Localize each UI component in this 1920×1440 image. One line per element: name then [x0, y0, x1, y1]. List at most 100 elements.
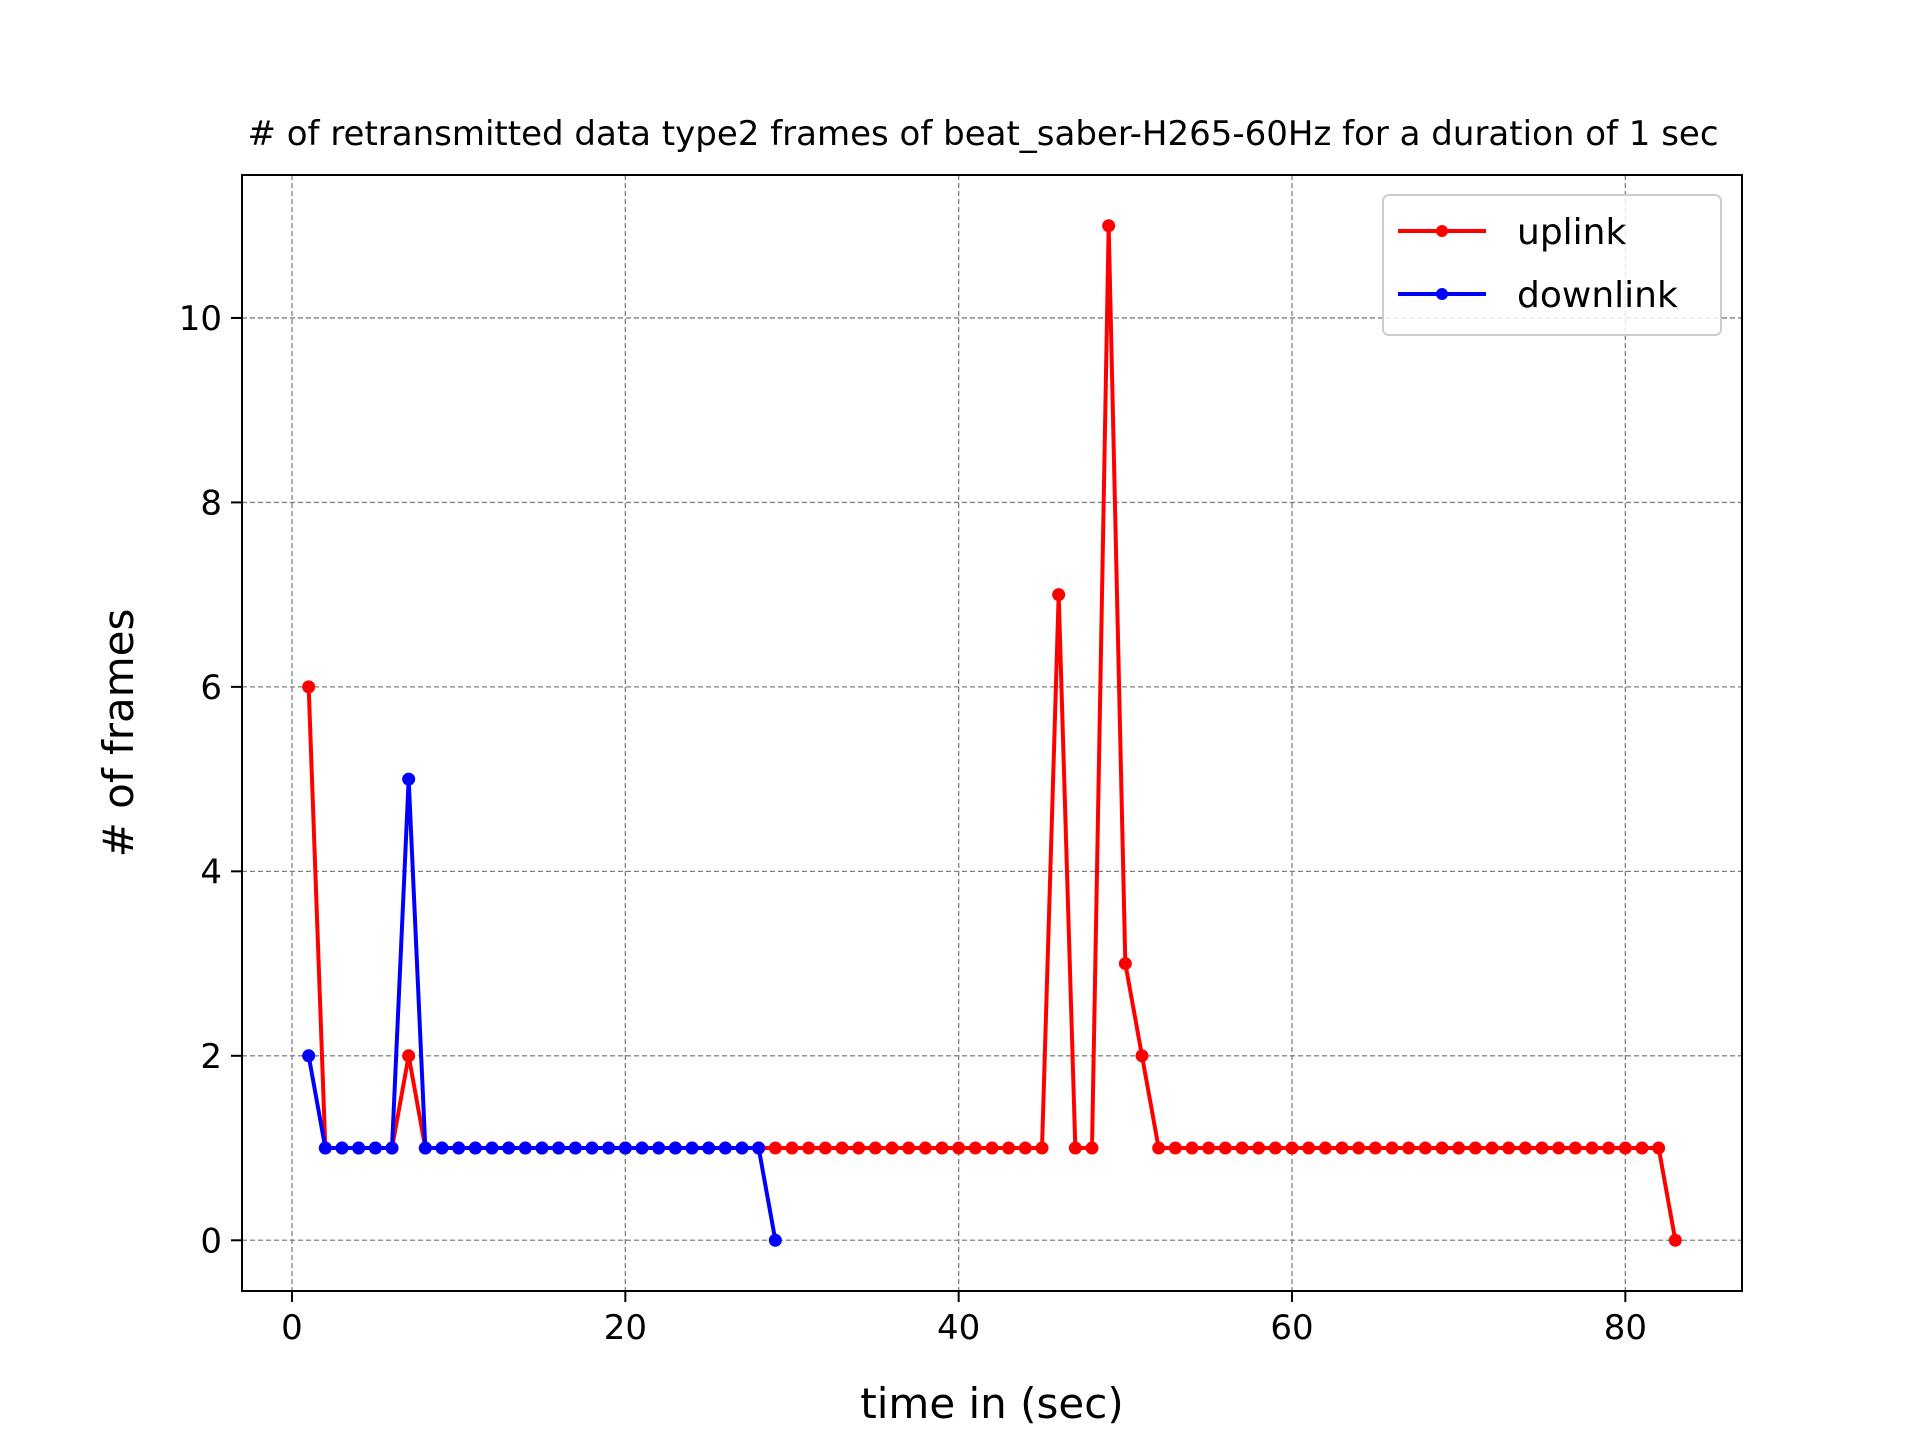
x-axis-ticks: 0 20 40 60 80: [281, 1291, 1647, 1348]
downlink-point: [602, 1141, 616, 1155]
uplink-point: [1468, 1141, 1482, 1155]
uplink-point: [1168, 1141, 1182, 1155]
uplink-point: [1318, 1141, 1332, 1155]
downlink-point: [352, 1141, 366, 1155]
uplink-point: [1102, 219, 1116, 233]
y-tick-label: 0: [200, 1221, 222, 1261]
downlink-point: [735, 1141, 749, 1155]
series-downlink: [302, 772, 782, 1247]
uplink-point: [1302, 1141, 1316, 1155]
uplink-point: [802, 1141, 816, 1155]
downlink-line: [306, 777, 778, 1241]
uplink-point: [1135, 1049, 1149, 1063]
downlink-point: [718, 1141, 732, 1155]
uplink-point: [1152, 1141, 1166, 1155]
plot-frame: [241, 174, 1743, 1292]
uplink-point: [1352, 1141, 1366, 1155]
y-tick-label: 8: [200, 483, 222, 523]
downlink-point: [635, 1141, 649, 1155]
downlink-point: [535, 1141, 549, 1155]
downlink-point: [335, 1141, 349, 1155]
downlink-point: [668, 1141, 682, 1155]
uplink-point: [1635, 1141, 1649, 1155]
uplink-point: [1285, 1141, 1299, 1155]
uplink-point: [1185, 1141, 1199, 1155]
uplink-point: [1085, 1141, 1099, 1155]
uplink-point: [1235, 1141, 1249, 1155]
y-tick-label: 10: [179, 299, 222, 339]
uplink-point: [1368, 1141, 1382, 1155]
downlink-point: [302, 1049, 316, 1063]
downlink-point: [368, 1141, 382, 1155]
y-tick-label: 6: [200, 668, 222, 708]
legend: uplink downlink: [1382, 194, 1722, 336]
downlink-point: [318, 1141, 332, 1155]
uplink-point: [1335, 1141, 1349, 1155]
downlink-point: [452, 1141, 466, 1155]
uplink-point: [1435, 1141, 1449, 1155]
uplink-point: [1585, 1141, 1599, 1155]
downlink-point: [485, 1141, 499, 1155]
uplink-point: [1568, 1141, 1582, 1155]
uplink-point: [1518, 1141, 1532, 1155]
uplink-point: [902, 1141, 916, 1155]
y-tick-label: 4: [200, 852, 222, 892]
downlink-point: [502, 1141, 516, 1155]
grid: [242, 175, 1742, 1291]
uplink-point: [1035, 1141, 1049, 1155]
uplink-point: [985, 1141, 999, 1155]
uplink-point: [402, 1049, 416, 1063]
uplink-point: [852, 1141, 866, 1155]
uplink-point: [885, 1141, 899, 1155]
uplink-point: [918, 1141, 932, 1155]
x-tick-label: 40: [937, 1308, 980, 1348]
uplink-point: [785, 1141, 799, 1155]
downlink-point: [768, 1233, 782, 1247]
downlink-point: [518, 1141, 532, 1155]
downlink-point: [418, 1141, 432, 1155]
legend-uplink-label: uplink: [1517, 212, 1626, 253]
uplink-line: [306, 223, 1678, 1241]
y-tick-label: 2: [200, 1037, 222, 1077]
uplink-point: [1252, 1141, 1266, 1155]
uplink-point: [1668, 1233, 1682, 1247]
legend-downlink-marker: [1436, 288, 1448, 300]
uplink-point: [1618, 1141, 1632, 1155]
x-axis-label: time in (sec): [860, 1379, 1123, 1428]
uplink-point: [768, 1141, 782, 1155]
uplink-point: [868, 1141, 882, 1155]
uplink-point: [1268, 1141, 1282, 1155]
uplink-point: [1118, 957, 1132, 971]
uplink-point: [1202, 1141, 1216, 1155]
series-layer: [302, 219, 1682, 1247]
x-tick-label: 80: [1604, 1308, 1647, 1348]
uplink-point: [1502, 1141, 1516, 1155]
downlink-point: [702, 1141, 716, 1155]
chart-title: # of retransmitted data type2 frames of …: [247, 114, 1718, 154]
x-tick-label: 60: [1270, 1308, 1313, 1348]
uplink-point: [1602, 1141, 1616, 1155]
downlink-point: [468, 1141, 482, 1155]
legend-downlink-label: downlink: [1517, 275, 1678, 316]
series-uplink: [302, 219, 1682, 1247]
x-tick-label: 20: [604, 1308, 647, 1348]
uplink-point: [835, 1141, 849, 1155]
downlink-point: [435, 1141, 449, 1155]
uplink-point: [1385, 1141, 1399, 1155]
legend-uplink-marker: [1436, 225, 1448, 237]
uplink-point: [1552, 1141, 1566, 1155]
downlink-point: [752, 1141, 766, 1155]
x-tick-label: 0: [281, 1308, 303, 1348]
downlink-point: [402, 772, 416, 786]
uplink-point: [1018, 1141, 1032, 1155]
uplink-point: [1418, 1141, 1432, 1155]
uplink-point: [968, 1141, 982, 1155]
uplink-point: [1402, 1141, 1416, 1155]
uplink-point: [1002, 1141, 1016, 1155]
y-axis-label: # of frames: [94, 609, 143, 858]
downlink-point: [652, 1141, 666, 1155]
uplink-point: [1485, 1141, 1499, 1155]
uplink-point: [935, 1141, 949, 1155]
uplink-point: [1452, 1141, 1466, 1155]
